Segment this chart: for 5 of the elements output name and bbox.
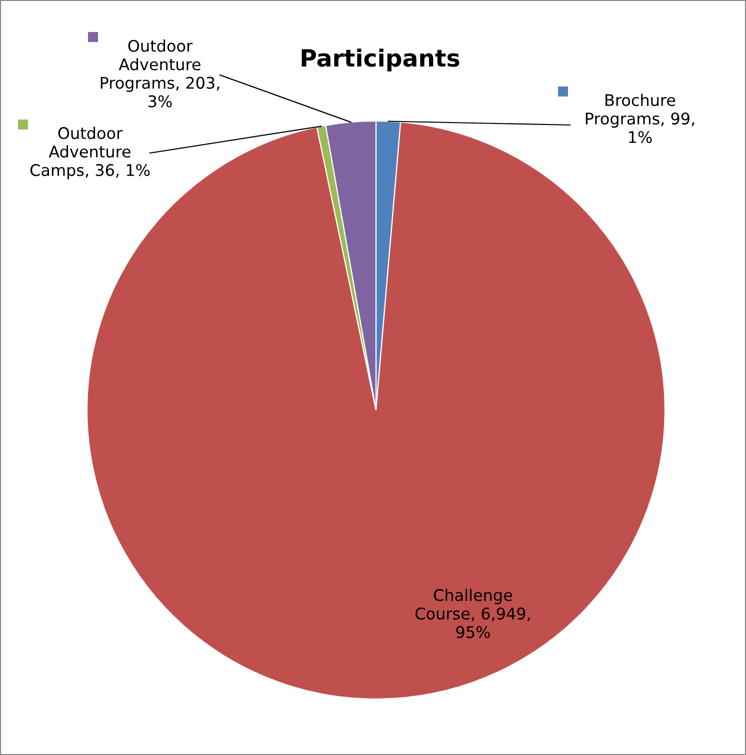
- legend-label: Brochure Programs, 99, 1%: [586, 94, 694, 144]
- slice-label: Challenge Course, 6,949, 95%: [416, 588, 530, 638]
- legend-label: Outdoor Adventure Programs, 203, 3%: [100, 40, 220, 108]
- text: Participants: [302, 48, 460, 72]
- legend-label: Outdoor Adventure Camps, 36, 1%: [30, 126, 150, 180]
